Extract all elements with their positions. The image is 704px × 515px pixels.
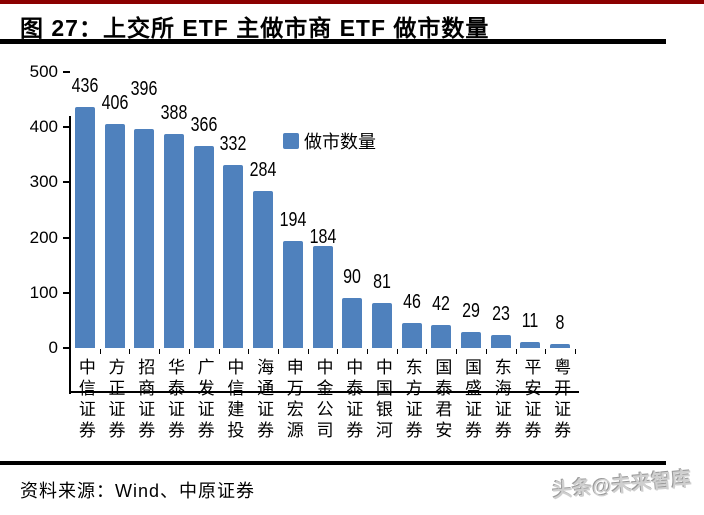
category-label: 国泰君安: [432, 358, 452, 442]
bar: [253, 191, 274, 348]
category-label: 申万宏源: [283, 358, 303, 442]
y-axis-tick: [63, 291, 70, 294]
top-accent-rule: [0, 0, 704, 4]
y-axis-tick: [63, 181, 70, 184]
category-label: 粤开证券: [551, 358, 571, 442]
x-axis-tick: [248, 349, 250, 354]
bar: [371, 303, 392, 348]
bar-value-label: 332: [220, 132, 247, 155]
category-label: 中信证券: [75, 358, 95, 442]
category-label: 平安证券: [521, 358, 541, 442]
x-axis-tick: [129, 349, 131, 354]
x-axis-tick: [515, 349, 517, 354]
y-axis-tick-label: 300: [29, 172, 58, 192]
bar: [104, 123, 125, 348]
y-axis-tick: [63, 126, 70, 129]
bar-chart: 做市数量 0 100 200 300 400 500 436 中信证券 406 方正证券 396 招商…: [0, 44, 704, 461]
source-note: 资料来源：Wind、中原证券: [20, 481, 256, 501]
x-axis-tick: [545, 349, 547, 354]
bar-value-label: 81: [373, 271, 391, 294]
bar: [193, 145, 214, 348]
bar: [223, 164, 244, 348]
x-axis-tick: [70, 349, 71, 354]
category-label: 东方证券: [402, 358, 422, 442]
bar-value-label: 436: [71, 75, 99, 98]
category-label: 华泰证券: [164, 358, 184, 442]
category-label: 中信建投: [224, 358, 244, 442]
y-axis-tick-label: 500: [29, 62, 58, 81]
bar-value-label: 194: [279, 208, 307, 231]
title-divider: [0, 39, 666, 44]
category-label: 国盛证券: [462, 358, 482, 442]
category-label: 东海证券: [491, 358, 511, 442]
bar-value-label: 46: [402, 290, 421, 313]
x-axis-tick: [367, 349, 369, 354]
legend-label: 做市数量: [304, 132, 376, 152]
x-axis-tick: [337, 349, 339, 354]
bar-value-label: 90: [343, 266, 362, 289]
x-axis-tick: [396, 349, 398, 354]
bar-value-label: 366: [190, 113, 218, 136]
x-axis-tick: [188, 349, 190, 354]
x-axis-tick: [456, 349, 458, 354]
legend: 做市数量: [283, 128, 376, 154]
bar: [431, 324, 452, 348]
bar: [461, 331, 482, 348]
category-label: 中泰证券: [343, 358, 363, 442]
x-axis-tick: [575, 349, 576, 354]
y-axis-line: [69, 116, 71, 394]
bar: [342, 298, 363, 348]
category-label: 中国银河: [372, 358, 392, 442]
bar: [520, 341, 541, 348]
bar-value-label: 284: [249, 159, 277, 182]
y-axis-tick: [63, 347, 70, 349]
x-axis-tick: [426, 349, 428, 354]
category-label: 中金公司: [313, 358, 333, 442]
bar-value-label: 42: [432, 292, 451, 315]
bar: [490, 335, 511, 348]
legend-swatch-icon: [283, 133, 299, 149]
y-axis-tick-label: 200: [29, 227, 58, 247]
bar: [282, 240, 303, 348]
bar-value-label: 184: [309, 226, 336, 249]
bar: [134, 129, 155, 348]
figure-title: 图 27：上交所 ETF 主做市商 ETF 做市数量: [20, 15, 490, 41]
x-axis-tick: [277, 349, 279, 354]
category-label: 方正证券: [105, 358, 125, 442]
x-axis-tick: [99, 349, 101, 354]
y-axis-tick: [63, 236, 70, 239]
bar-value-label: 8: [555, 311, 565, 334]
y-axis-tick-label: 100: [29, 282, 58, 302]
bar-value-label: 406: [101, 91, 128, 114]
category-label: 海通证券: [254, 358, 274, 442]
chart-bottom-divider: [0, 461, 666, 465]
y-axis-tick-label: 0: [48, 338, 58, 357]
bar-value-label: 29: [462, 299, 480, 322]
x-axis-tick: [485, 349, 487, 354]
y-axis-tick-label: 400: [29, 117, 58, 137]
category-label: 招商证券: [135, 358, 155, 442]
bar: [550, 343, 571, 348]
x-axis-tick: [159, 349, 161, 354]
bar-value-label: 23: [491, 303, 510, 326]
bar-value-label: 388: [160, 101, 188, 124]
bar: [163, 133, 184, 348]
watermark: 头条@未来智库: [551, 468, 693, 503]
x-axis-tick: [307, 349, 309, 354]
category-label: 广发证券: [194, 358, 214, 442]
bar: [401, 322, 422, 348]
bar: [74, 107, 95, 348]
bar-value-label: 396: [130, 78, 158, 101]
x-axis-tick: [218, 349, 220, 354]
x-axis-line: [69, 391, 579, 393]
bar: [312, 246, 333, 348]
y-axis-tick: [63, 71, 70, 73]
bar-value-label: 11: [522, 309, 539, 332]
